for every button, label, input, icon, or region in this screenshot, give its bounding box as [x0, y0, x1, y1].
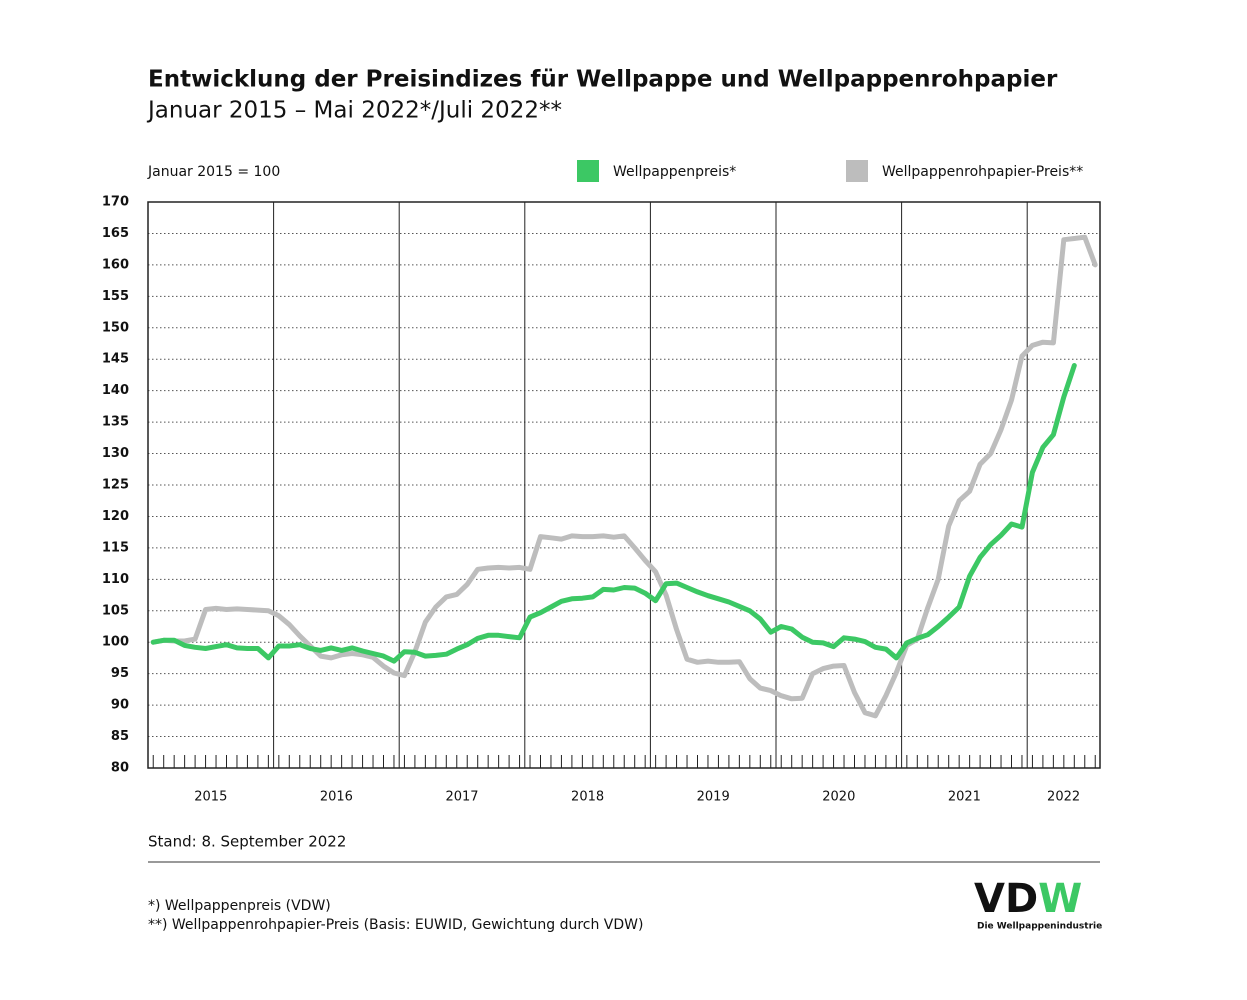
logo-sub: Die Wellpappenindustrie: [977, 922, 1102, 932]
x-tick-label: 2021: [948, 790, 981, 805]
y-tick-label: 130: [102, 446, 129, 461]
y-note: Januar 2015 = 100: [147, 164, 280, 180]
y-tick-label: 165: [102, 226, 129, 241]
x-tick-label: 2017: [445, 790, 478, 805]
y-tick-label: 160: [102, 257, 129, 272]
footnote: **) Wellpappenrohpapier-Preis (Basis: EU…: [148, 917, 643, 933]
x-tick-label: 2016: [320, 790, 353, 805]
y-tick-label: 170: [102, 195, 129, 210]
y-tick-label: 125: [102, 478, 129, 493]
y-tick-label: 105: [102, 603, 129, 618]
y-tick-label: 140: [102, 383, 129, 398]
footnote: *) Wellpappenpreis (VDW): [148, 898, 331, 914]
y-tick-label: 120: [102, 509, 129, 524]
legend-label: Wellpappenpreis*: [613, 164, 736, 180]
y-tick-label: 80: [111, 761, 129, 776]
logo-part: W: [1038, 876, 1082, 922]
y-tick-label: 155: [102, 289, 129, 304]
y-tick-label: 150: [102, 320, 129, 335]
y-tick-label: 110: [102, 572, 129, 587]
legend-swatch: [846, 160, 868, 182]
x-tick-label: 2019: [697, 790, 730, 805]
y-tick-label: 85: [111, 729, 129, 744]
logo: VDW: [974, 876, 1082, 922]
y-tick-label: 95: [111, 666, 129, 681]
chart-subtitle: Januar 2015 – Mai 2022*/Juli 2022**: [146, 98, 562, 124]
logo-part: VD: [974, 876, 1038, 922]
y-tick-label: 115: [102, 540, 129, 555]
series-line: [150, 363, 1077, 664]
x-tick-label: 2018: [571, 790, 604, 805]
x-tick-label: 2015: [194, 790, 227, 805]
x-tick-label: 2020: [822, 790, 855, 805]
legend-swatch: [577, 160, 599, 182]
note: Stand: 8. September 2022: [148, 833, 346, 851]
y-tick-label: 135: [102, 415, 129, 430]
y-tick-label: 145: [102, 352, 129, 367]
y-tick-label: 90: [111, 698, 129, 713]
y-tick-label: 100: [102, 635, 129, 650]
legend-label: Wellpappenrohpapier-Preis**: [882, 164, 1083, 180]
chart-title: Entwicklung der Preisindizes für Wellpap…: [148, 67, 1058, 93]
x-tick-label: 2022: [1047, 790, 1080, 805]
